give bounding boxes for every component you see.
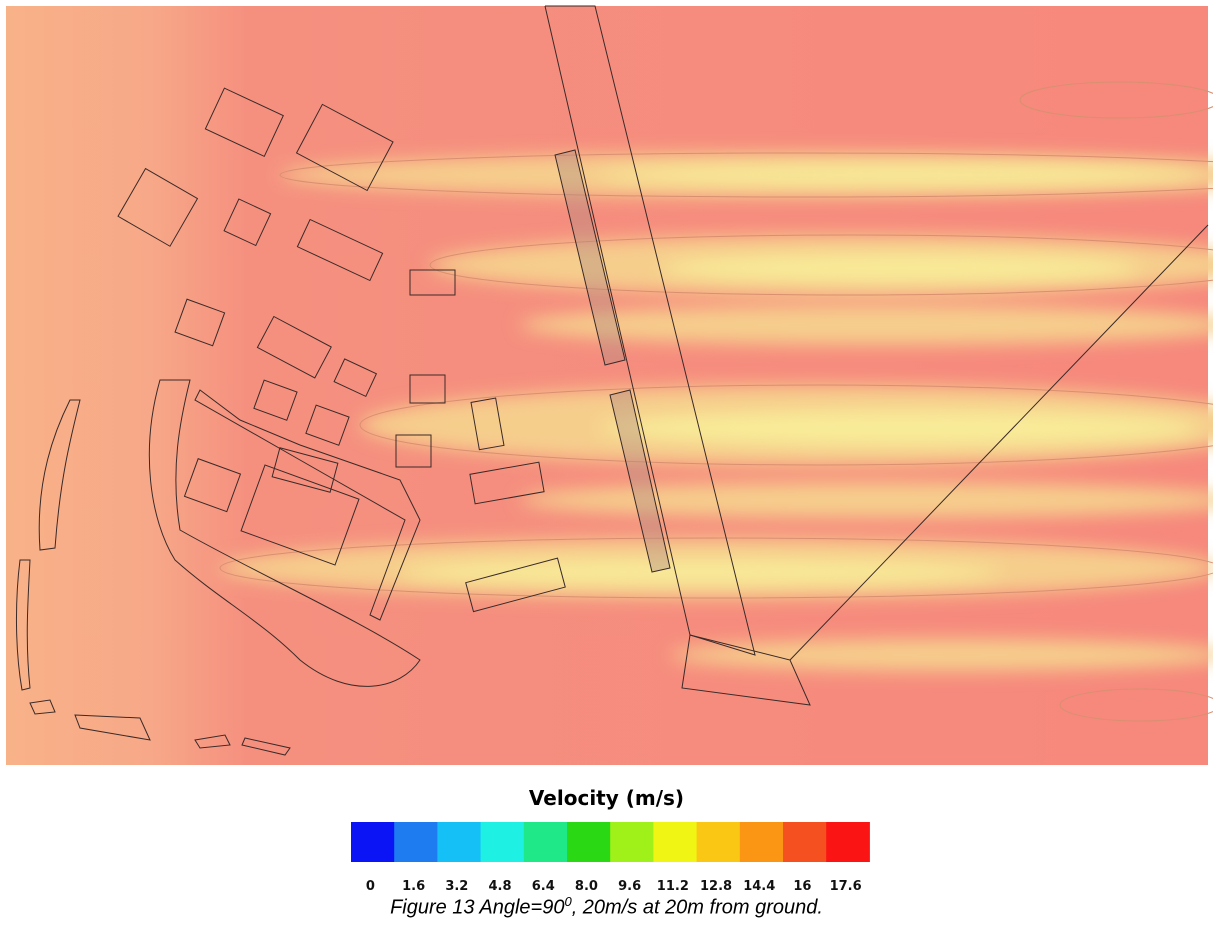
colorbar-swatch [653,822,697,862]
caption-superscript: 0 [564,894,571,909]
colorbar-label: 1.6 [402,879,425,894]
colorbar-label: 9.6 [618,879,641,894]
colorbar-label: 11.2 [657,879,689,894]
colorbar-swatch [481,822,525,862]
legend-title: Velocity (m/s) [0,786,1213,810]
page: Velocity (m/s) 0 1.6 3.2 4.8 6.4 8.0 9.6 11.2 12… [0,0,1213,928]
colorbar-swatch [826,822,870,862]
colorbar-swatch [610,822,654,862]
colorbar-swatch [437,822,481,862]
colorbar-label: 17.6 [830,879,862,894]
figure-caption: Figure 13 Angle=900, 20m/s at 20m from g… [0,894,1213,920]
colorbar-swatch [394,822,438,862]
colorbar-swatch [783,822,827,862]
colorbar-swatch [740,822,784,862]
colorbar-label: 16 [793,879,811,894]
colorbar-label: 12.8 [700,879,732,894]
colorbar-swatch [567,822,611,862]
colorbar-label: 6.4 [532,879,555,894]
velocity-contour-image [0,0,1213,770]
colorbar-swatch [524,822,568,862]
colorbar-label: 3.2 [445,879,468,894]
caption-rest: , 20m/s at 20m from ground. [572,897,823,919]
colorbar-label: 8.0 [575,879,598,894]
colorbar-label: 14.4 [743,879,775,894]
colorbar-label: 0 [366,879,375,894]
colorbar-swatch [697,822,741,862]
colorbar-label: 4.8 [489,879,512,894]
colorbar-swatch [351,822,395,862]
caption-text: Figure 13 Angle=90 [390,897,564,919]
